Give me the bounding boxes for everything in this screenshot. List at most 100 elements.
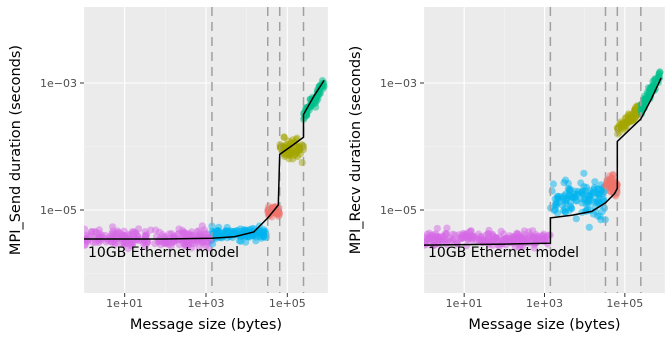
data-point (195, 244, 203, 252)
data-point (580, 169, 588, 177)
data-point (437, 234, 445, 242)
data-point (535, 234, 543, 242)
data-point (316, 89, 325, 98)
y-tick-label: 1e−05 (380, 204, 417, 217)
model-annotation: 10GB Ethernet model (428, 245, 579, 261)
data-point (638, 102, 647, 111)
data-point (513, 230, 521, 238)
data-point (198, 222, 206, 230)
data-point (424, 233, 429, 242)
data-point (174, 230, 182, 238)
data-point (562, 200, 570, 208)
data-point (208, 227, 216, 235)
data-point (147, 226, 155, 234)
data-point (497, 227, 505, 235)
data-point (302, 112, 310, 120)
data-point (465, 228, 473, 236)
data-point (577, 179, 585, 187)
data-point (141, 233, 150, 242)
data-point (295, 146, 303, 155)
data-point (573, 196, 581, 205)
data-point (529, 233, 537, 241)
y-tick-label: 1e−05 (40, 204, 77, 217)
data-point (627, 116, 635, 124)
data-point (655, 74, 664, 82)
data-point (176, 236, 184, 244)
data-point (607, 185, 616, 194)
x-axis-title: Message size (bytes) (468, 317, 620, 333)
data-point (121, 239, 129, 247)
data-point (572, 215, 580, 223)
data-point (598, 207, 606, 216)
data-point (91, 228, 99, 236)
data-point (632, 106, 640, 114)
data-point (242, 238, 250, 246)
data-point (506, 232, 514, 240)
data-point (443, 224, 451, 232)
data-point (154, 238, 162, 246)
x-axis-title: Message size (bytes) (130, 317, 282, 333)
x-tick-label: 1e+01 (106, 297, 143, 310)
y-axis-title: MPI_Recv duration (seconds) (348, 46, 364, 255)
data-point (161, 239, 170, 248)
x-tick-label: 1e+05 (269, 297, 306, 310)
data-point (603, 179, 611, 187)
data-point (549, 180, 557, 188)
data-point (259, 227, 267, 235)
data-point (598, 189, 607, 198)
data-point (102, 238, 110, 246)
data-point (181, 242, 189, 250)
data-point (433, 224, 441, 233)
data-points (424, 68, 664, 252)
send-panel: 10GB Ethernet model 1e+01 1e+03 1e+05 1e−05 1… (8, 7, 328, 333)
cluster-3 (602, 170, 621, 200)
data-point (259, 233, 268, 241)
data-point (591, 178, 599, 186)
data-point (545, 231, 553, 239)
data-point (127, 242, 135, 250)
recv-panel: 10GB Ethernet model 1e+01 1e+03 1e+05 1e−05 1… (348, 7, 665, 333)
data-point (488, 231, 496, 239)
x-tick-label: 1e+03 (526, 297, 563, 310)
data-point (450, 235, 458, 243)
data-point (200, 233, 208, 242)
x-tick-label: 1e+05 (606, 297, 643, 310)
data-point (565, 206, 574, 214)
data-point (566, 185, 575, 193)
data-point (109, 223, 117, 231)
data-point (585, 223, 593, 231)
data-point (84, 241, 89, 249)
data-point (229, 228, 237, 236)
data-point (476, 232, 485, 241)
cluster-5 (637, 68, 664, 118)
model-line (424, 77, 662, 246)
data-point (141, 242, 149, 250)
data-point (554, 193, 562, 201)
data-point (519, 234, 527, 242)
data-point (621, 118, 629, 126)
data-point (597, 216, 605, 224)
y-tick-label: 1e−03 (40, 77, 77, 90)
model-line (84, 79, 325, 240)
y-axis-title: MPI_Send duration (seconds) (8, 45, 24, 255)
data-point (647, 86, 656, 94)
data-point (108, 238, 116, 246)
data-point (462, 233, 470, 241)
data-point (298, 158, 306, 167)
data-point (306, 95, 314, 103)
x-tick-label: 1e+01 (446, 297, 483, 310)
cluster-2 (547, 169, 609, 231)
data-point (84, 225, 89, 233)
data-point (561, 176, 570, 184)
data-point (135, 225, 143, 233)
y-tick-label: 1e−03 (380, 77, 417, 90)
model-annotation: 10GB Ethernet model (88, 245, 239, 261)
data-point (95, 234, 103, 242)
data-point (565, 191, 573, 200)
x-tick-label: 1e+03 (188, 297, 225, 310)
data-point (208, 240, 217, 248)
data-point (581, 194, 589, 202)
data-point (588, 196, 596, 204)
data-point (510, 237, 518, 245)
